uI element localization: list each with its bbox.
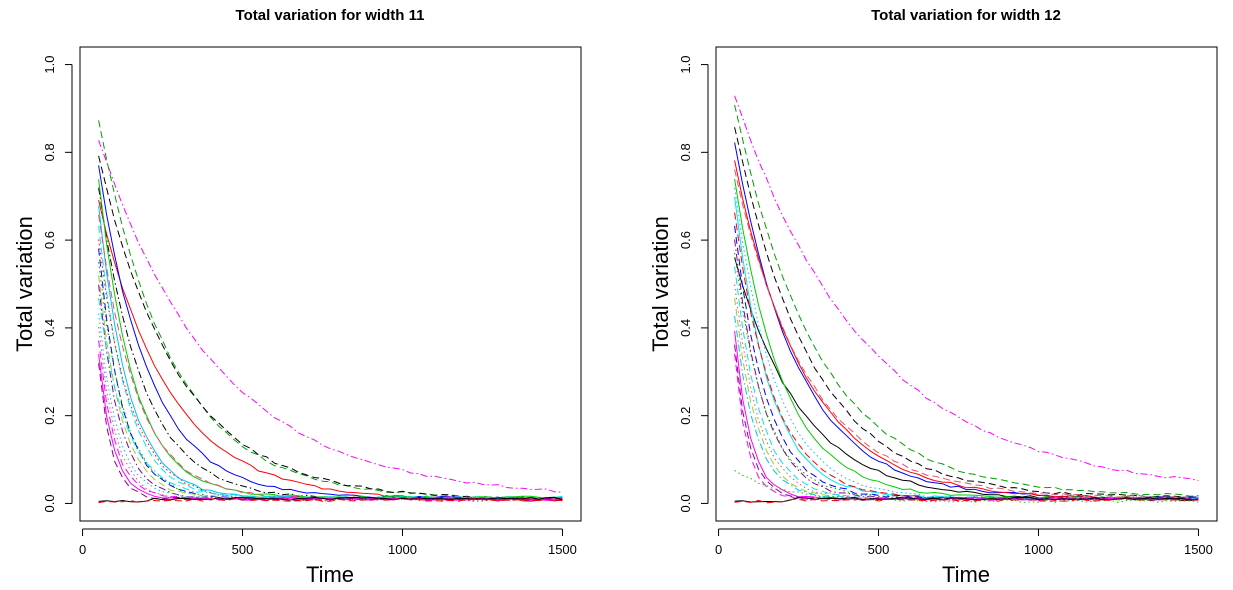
series-line [734, 127, 1199, 498]
plot-frame [715, 46, 1218, 522]
x-tick-label: 0 [79, 542, 86, 557]
series-line [98, 165, 563, 500]
panel-width-11: Total variation for width 11 0 500 1000 150… [12, 7, 582, 587]
y-tick-label: 0.2 [678, 407, 693, 425]
y-axis: 0.0 0.2 0.4 0.6 0.8 1.0 [678, 56, 709, 512]
x-tick-label: 0 [715, 542, 722, 557]
y-axis: 0.0 0.2 0.4 0.6 0.8 1.0 [42, 56, 73, 512]
series-line [98, 155, 563, 500]
series-line [734, 266, 1199, 501]
series-line [734, 315, 1199, 500]
chart-title: Total variation for width 12 [871, 7, 1061, 24]
series-line [98, 214, 563, 501]
series-line [734, 225, 1199, 500]
series-line [734, 498, 1199, 504]
y-tick-label: 0.6 [678, 231, 693, 249]
series-line [98, 284, 563, 501]
series-layer [734, 95, 1199, 504]
series-line [734, 160, 1199, 501]
x-tick-label: 1500 [548, 542, 577, 557]
series-line [734, 169, 1199, 499]
x-tick-label: 1000 [1024, 542, 1053, 557]
y-tick-label: 0.4 [678, 319, 693, 337]
y-tick-label: 0.8 [42, 143, 57, 161]
series-line [98, 199, 563, 502]
x-axis: 0 500 1000 1500 [79, 528, 577, 557]
series-line [98, 313, 563, 500]
series-line [734, 178, 1199, 500]
series-line [98, 239, 563, 502]
y-tick-label: 0.6 [42, 231, 57, 249]
series-line [734, 331, 1199, 501]
series-line [98, 354, 563, 501]
series-line [98, 498, 563, 504]
y-tick-label: 0.0 [678, 494, 693, 512]
series-line [734, 104, 1199, 497]
series-layer [98, 120, 563, 504]
series-line [98, 179, 563, 500]
series-line [98, 496, 563, 503]
series-line [98, 140, 563, 493]
series-line [734, 496, 1199, 503]
series-line [98, 262, 563, 501]
x-tick-label: 500 [868, 542, 890, 557]
series-line [734, 469, 1199, 504]
y-tick-label: 0.2 [42, 407, 57, 425]
y-tick-label: 0.4 [42, 319, 57, 337]
x-tick-label: 500 [232, 542, 254, 557]
series-line [734, 353, 1199, 501]
series-line [98, 340, 563, 500]
series-line [98, 225, 563, 500]
x-axis-label: Time [942, 562, 990, 587]
series-line [98, 275, 563, 501]
series-line [98, 120, 563, 500]
y-tick-label: 1.0 [42, 56, 57, 74]
series-line [734, 297, 1199, 501]
series-line [98, 248, 563, 500]
series-line [734, 257, 1199, 502]
y-axis-label: Total variation [648, 216, 673, 352]
chart-title: Total variation for width 11 [236, 7, 425, 24]
x-tick-label: 1000 [388, 542, 417, 557]
series-line [734, 95, 1199, 482]
series-line [734, 344, 1199, 501]
series-line [734, 252, 1199, 501]
series-line [734, 142, 1199, 500]
y-tick-label: 1.0 [678, 56, 693, 74]
series-line [734, 188, 1199, 501]
x-tick-label: 1500 [1184, 542, 1213, 557]
y-axis-label: Total variation [12, 216, 37, 352]
series-line [98, 363, 563, 501]
y-tick-label: 0.8 [678, 143, 693, 161]
plot-frame [79, 46, 582, 522]
x-axis-label: Time [306, 562, 354, 587]
panel-width-12: Total variation for width 12 0 500 1000 150… [648, 7, 1218, 587]
y-tick-label: 0.0 [42, 494, 57, 512]
x-axis: 0 500 1000 1500 [715, 528, 1213, 557]
